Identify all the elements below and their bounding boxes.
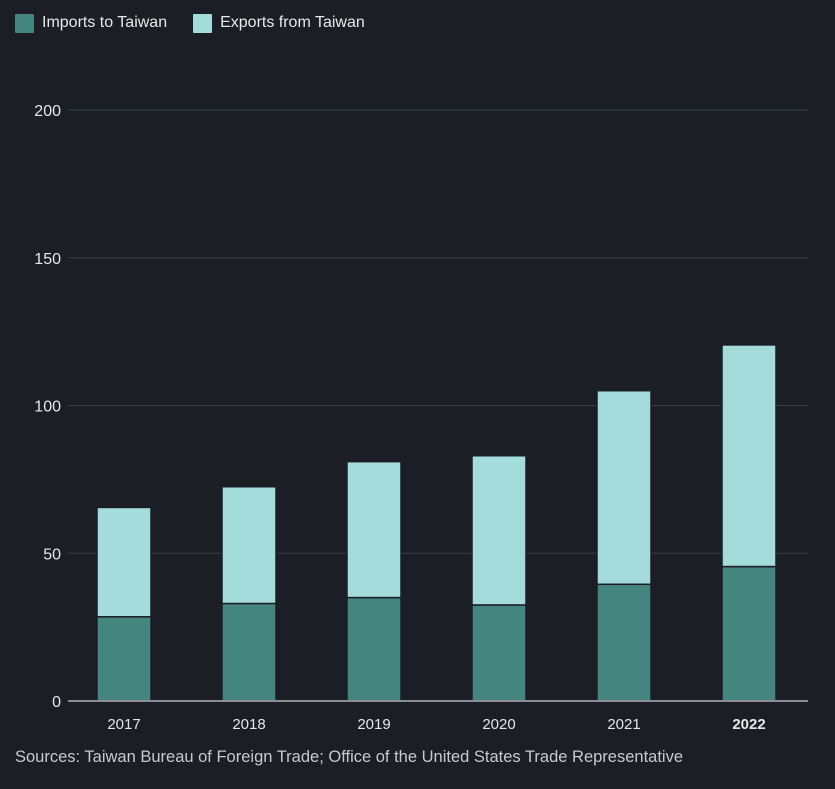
x-tick-label-2022: 2022 [732,716,765,733]
bar-imports-2021 [596,583,652,702]
bar-imports-2019 [346,596,402,702]
bar-imports-2017 [96,616,152,702]
stacked-bar-chart: 0 50 100 150 200 2017 2018 2019 2020 2021 2022 [34,103,808,733]
legend-item-imports: Imports to Taiwan [15,13,168,33]
x-tick-label-2017: 2017 [107,716,140,733]
y-tick-label-50: 50 [43,546,61,563]
legend: Imports to Taiwan Exports from Taiwan [15,12,391,34]
x-tick-label-2020: 2020 [482,716,515,733]
y-tick-label-0: 0 [52,694,61,711]
bar-exports-2017 [96,506,152,618]
bar-imports-2022 [721,565,777,702]
bar-imports-2020 [471,604,527,702]
exports-swatch [193,13,213,33]
imports-swatch [15,13,34,33]
bar-exports-2021 [596,389,652,586]
legend-label-imports: Imports to Taiwan [42,14,168,31]
bar-exports-2020 [471,454,527,606]
source-note: Sources: Taiwan Bureau of Foreign Trade;… [15,748,684,766]
x-tick-label-2019: 2019 [357,716,390,733]
y-tick-label-150: 150 [34,251,61,268]
bar-imports-2018 [221,602,277,702]
bar-exports-2022 [721,344,777,568]
y-tick-label-100: 100 [34,399,61,416]
legend-item-exports: Exports from Taiwan [193,13,365,33]
x-tick-label-2018: 2018 [232,716,265,733]
legend-label-exports: Exports from Taiwan [220,14,365,31]
x-tick-label-2021: 2021 [607,716,640,733]
y-tick-label-200: 200 [34,103,61,120]
bar-exports-2019 [346,460,402,599]
bar-exports-2018 [221,486,277,605]
